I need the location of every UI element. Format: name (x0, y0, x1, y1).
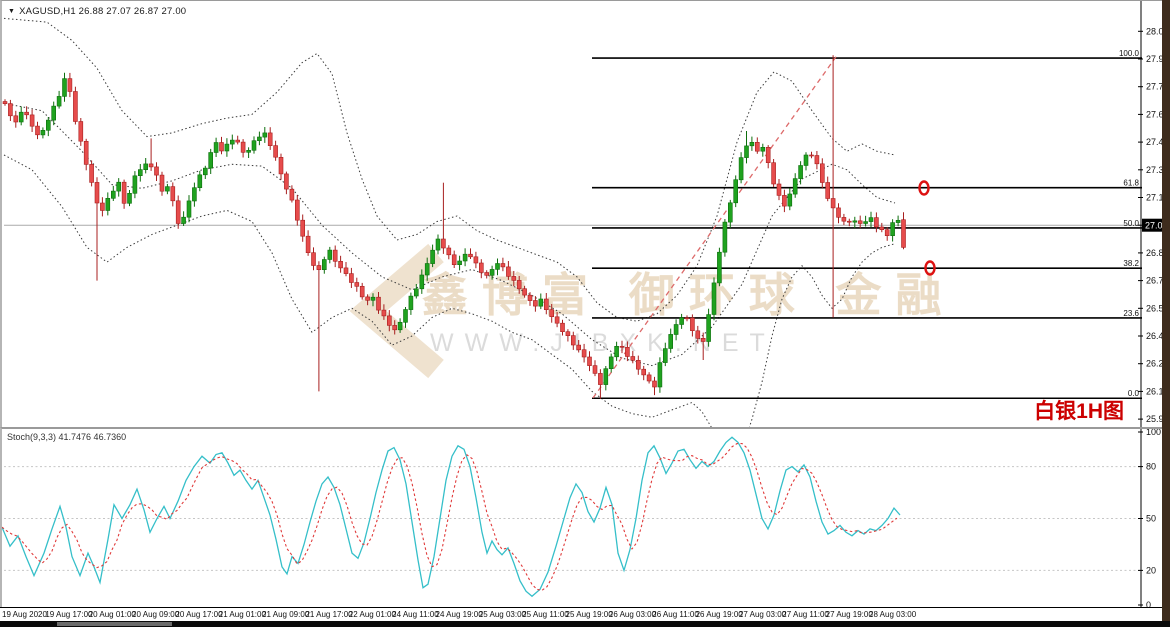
svg-text:80: 80 (1146, 462, 1156, 472)
svg-text:27.90: 27.90 (1146, 54, 1164, 64)
svg-text:27.15: 27.15 (1146, 193, 1164, 203)
svg-text:61.8: 61.8 (1123, 179, 1139, 188)
time-axis-label: 19 Aug 2020 (2, 610, 47, 619)
svg-text:0: 0 (1146, 600, 1151, 607)
time-axis-label: 26 Aug 03:00 (608, 610, 657, 619)
window-right-edge (1162, 0, 1170, 621)
time-axis-label: 22 Aug 01:00 (348, 610, 396, 619)
time-axis-label: 27 Aug 19:00 (825, 610, 873, 619)
time-axis-label: 21 Aug 17:00 (305, 610, 353, 619)
candlestick-chart[interactable]: 100.0 61.8 50.0 38.2 23.6 0.0 28.05 27.90 27.75 2… (2, 1, 1164, 428)
stochastic-panel[interactable]: 100 80 50 20 0 Stoch(9,3,3) 41.7476 46.7360 (0, 427, 1164, 607)
svg-text:26.10: 26.10 (1146, 386, 1164, 396)
svg-text:100.0: 100.0 (1119, 49, 1140, 58)
svg-text:100: 100 (1146, 429, 1161, 437)
time-axis-label: 24 Aug 11:00 (392, 610, 439, 619)
symbol-ohlc-label: XAGUSD,H1 26.88 27.07 26.87 27.00 (19, 6, 187, 17)
stochastic-chart[interactable]: 100 80 50 20 0 (2, 429, 1164, 607)
time-axis-label: 27 Aug 03:00 (738, 610, 787, 619)
svg-text:50.0: 50.0 (1123, 219, 1139, 228)
horizontal-scrollbar[interactable] (0, 621, 1170, 627)
time-axis-label: 20 Aug 17:00 (175, 610, 223, 619)
svg-text:27.30: 27.30 (1146, 165, 1164, 175)
time-axis-label: 26 Aug 19:00 (695, 610, 743, 619)
svg-text:26.55: 26.55 (1146, 303, 1164, 313)
time-axis-label: 21 Aug 09:00 (262, 610, 310, 619)
svg-text:27.75: 27.75 (1146, 82, 1164, 92)
svg-text:26.70: 26.70 (1146, 276, 1164, 286)
dropdown-arrow-icon[interactable]: ▼ (8, 8, 16, 15)
svg-text:38.2: 38.2 (1123, 259, 1139, 268)
svg-text:26.25: 26.25 (1146, 359, 1164, 369)
chart-title-annotation: 白银1H图 (1034, 400, 1124, 423)
svg-text:27.60: 27.60 (1146, 109, 1164, 119)
svg-text:26.85: 26.85 (1146, 248, 1164, 258)
svg-text:0.0: 0.0 (1128, 389, 1140, 398)
time-axis-label: 20 Aug 09:00 (132, 610, 180, 619)
time-axis[interactable]: 19 Aug 2020 19 Aug 17:00 20 Aug 01:00 20 Au… (0, 607, 1162, 621)
time-axis-label: 26 Aug 11:00 (652, 610, 699, 619)
time-axis-label: 20 Aug 01:00 (88, 610, 136, 619)
scrollbar-thumb[interactable] (57, 622, 172, 626)
svg-text:23.6: 23.6 (1123, 309, 1139, 318)
time-axis-label: 25 Aug 11:00 (522, 610, 569, 619)
symbol-info: ▼ XAGUSD,H1 26.88 27.07 26.87 27.00 (8, 6, 186, 17)
time-axis-label: 27 Aug 11:00 (782, 610, 829, 619)
svg-text:26.40: 26.40 (1146, 331, 1164, 341)
svg-text:20: 20 (1146, 565, 1156, 575)
svg-text:25.95: 25.95 (1146, 414, 1164, 424)
stochastic-values-label: Stoch(9,3,3) 41.7476 46.7360 (7, 432, 127, 442)
price-chart-panel[interactable]: 鑫博富 御环球 金融 WWW.JIBXK.NET 100.0 61.8 50.0 38… (0, 0, 1164, 428)
time-axis-label: 24 Aug 19:00 (435, 610, 483, 619)
svg-text:27.00: 27.00 (1145, 221, 1164, 231)
time-axis-label: 19 Aug 17:00 (45, 610, 93, 619)
svg-text:50: 50 (1146, 514, 1156, 524)
svg-text:28.05: 28.05 (1146, 26, 1164, 36)
time-axis-label: 28 Aug 03:00 (869, 610, 917, 619)
time-axis-label: 21 Aug 01:00 (218, 610, 266, 619)
svg-text:27.45: 27.45 (1146, 137, 1164, 147)
time-axis-label: 25 Aug 03:00 (478, 610, 526, 619)
time-axis-label: 25 Aug 19:00 (565, 610, 613, 619)
